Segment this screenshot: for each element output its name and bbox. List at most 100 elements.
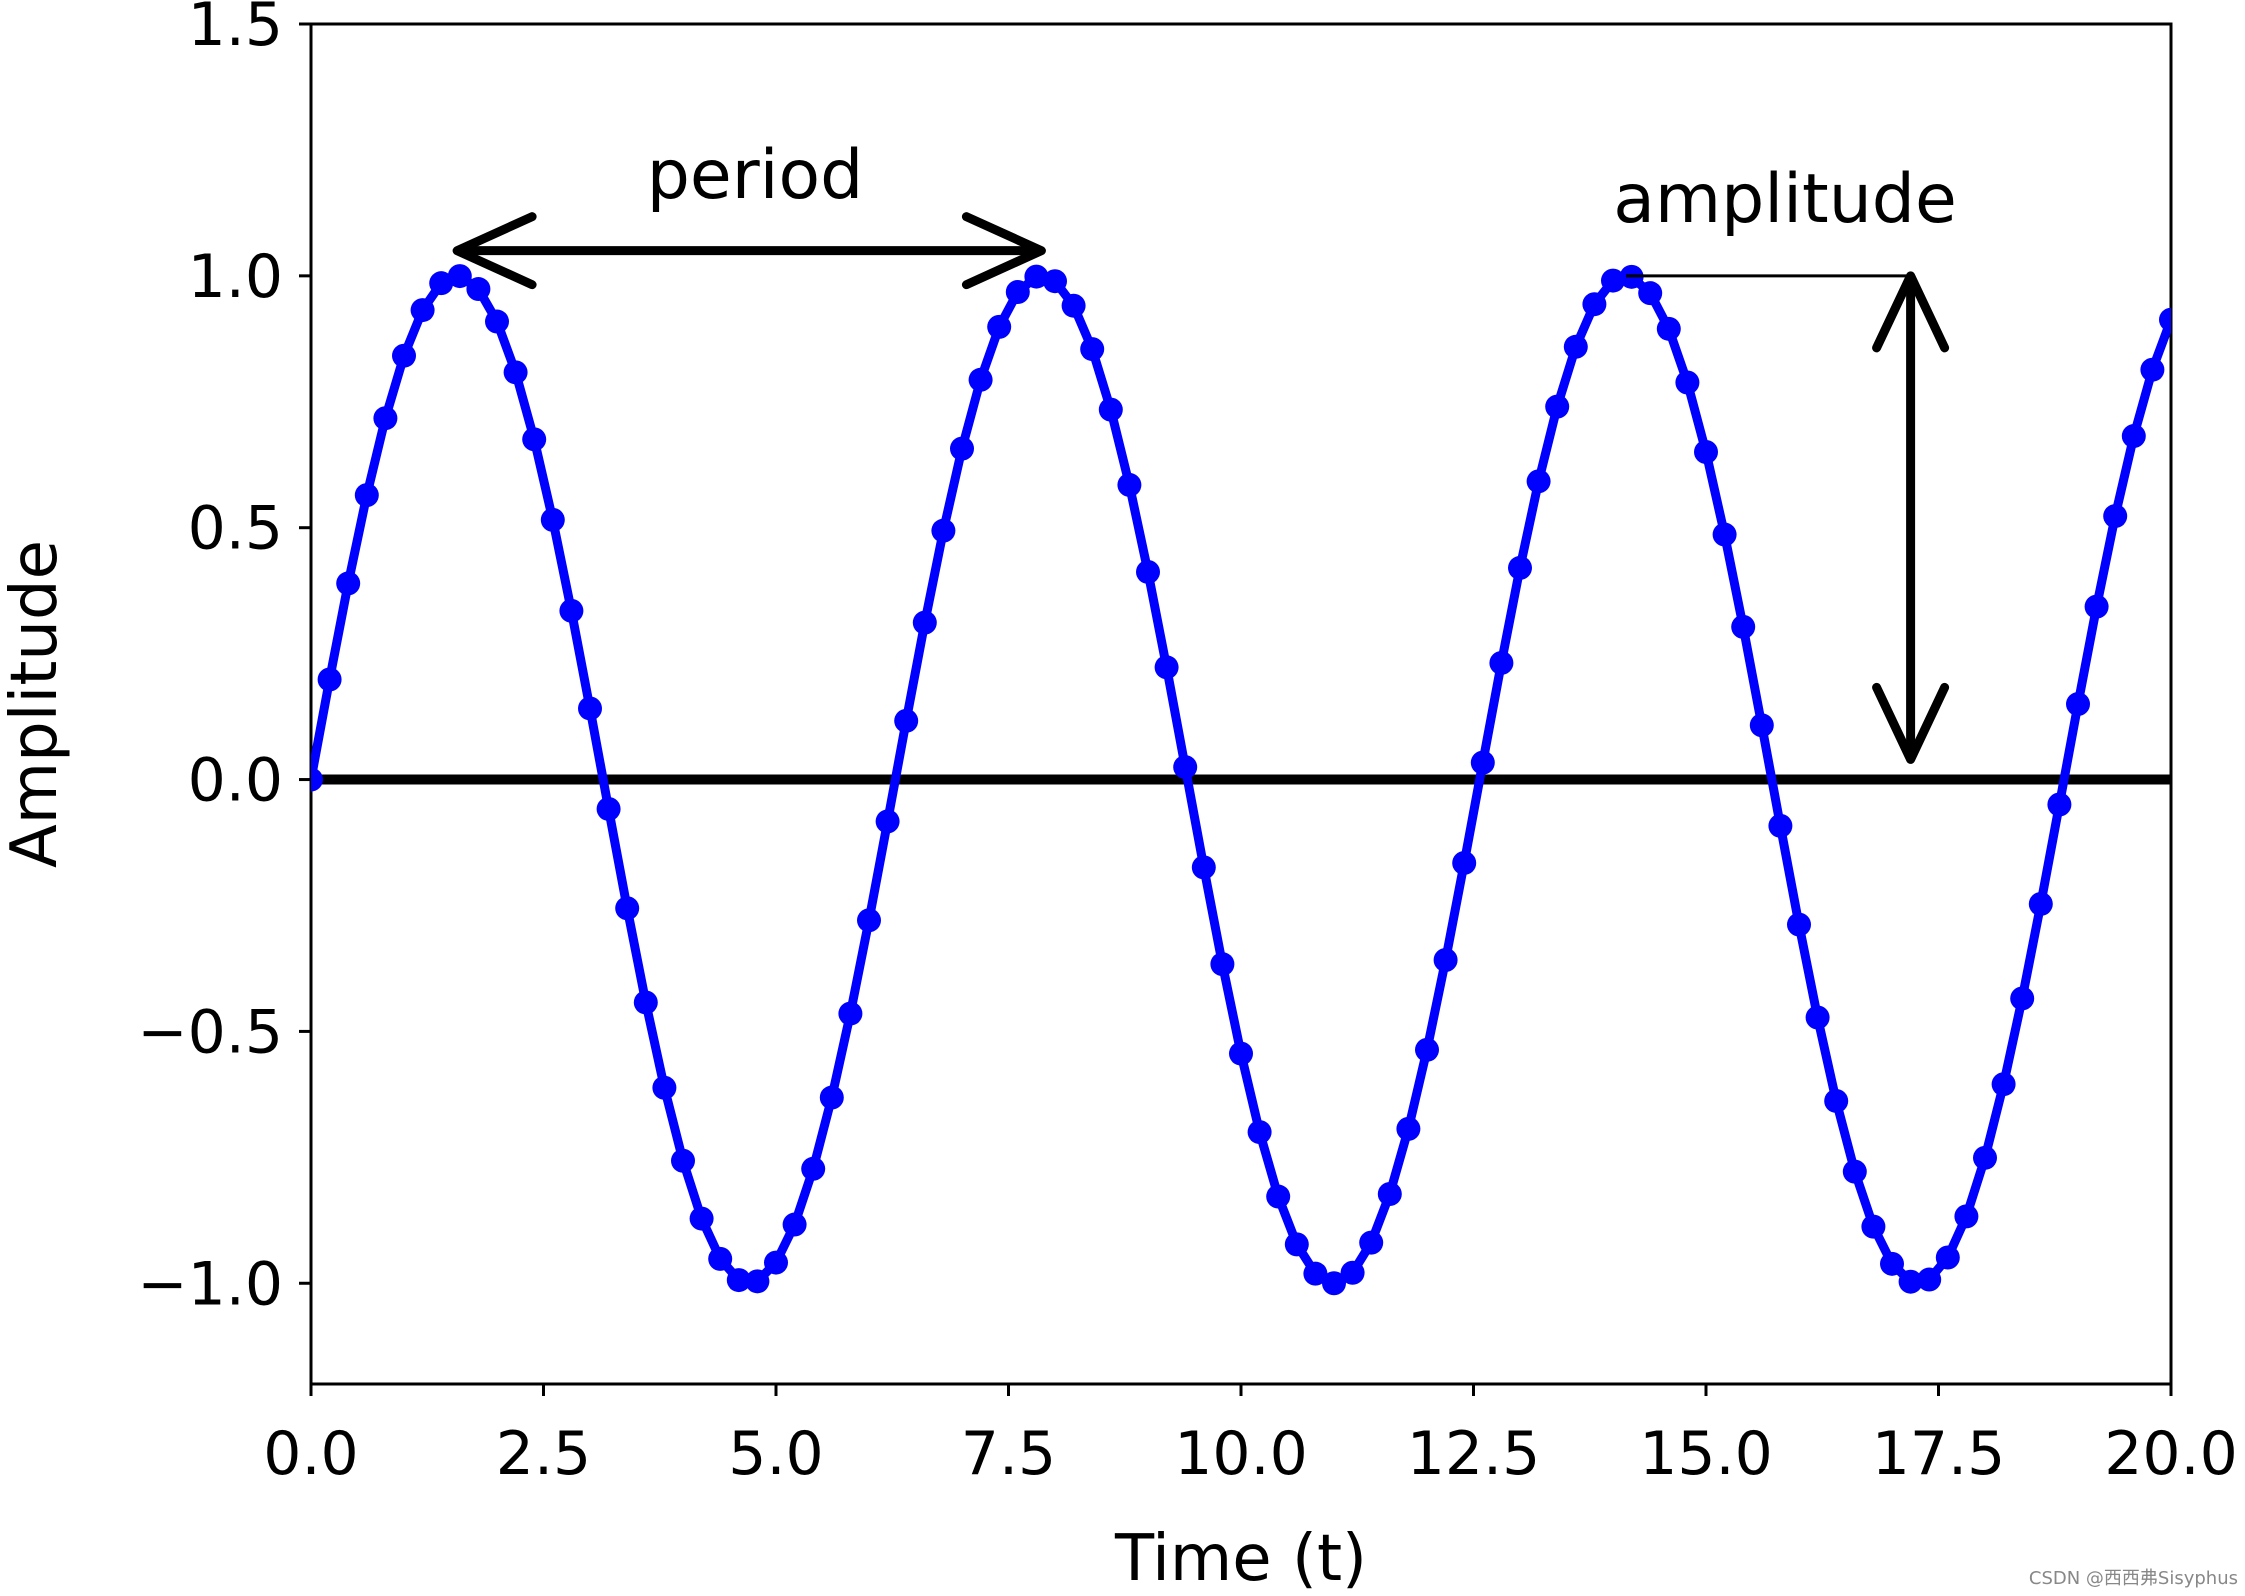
data-point [311, 767, 323, 792]
data-point [1470, 750, 1495, 775]
data-point [410, 298, 435, 323]
data-point [2103, 504, 2128, 529]
x-tick-label: 5.0 [728, 1419, 823, 1489]
data-point [1917, 1267, 1942, 1292]
data-point [1229, 1041, 1253, 1066]
data-point [1526, 469, 1551, 494]
data-point [1098, 397, 1123, 422]
data-point [912, 610, 937, 635]
data-point [466, 277, 491, 302]
data-point [987, 314, 1012, 339]
data-point [2047, 792, 2072, 817]
data-point [875, 809, 900, 834]
data-point [1656, 316, 1681, 341]
data-point [745, 1269, 770, 1294]
data-point [2121, 424, 2146, 449]
x-tick-label: 0.0 [263, 1419, 358, 1489]
data-point [1508, 555, 1532, 580]
data-point [1694, 440, 1718, 465]
data-point [1563, 334, 1588, 359]
data-point [373, 406, 398, 431]
period-arrow-right-head [961, 212, 1046, 290]
data-point [1935, 1245, 1960, 1270]
x-axis-label: Time (t) [1114, 1522, 1367, 1596]
data-point [1247, 1120, 1272, 1145]
data-point [689, 1206, 714, 1231]
data-point [615, 896, 640, 921]
data-point [1322, 1271, 1346, 1296]
data-point [2010, 986, 2035, 1011]
data-point [1731, 614, 1756, 639]
data-point [1805, 1005, 1830, 1030]
data-point [1452, 850, 1477, 875]
data-point [931, 518, 956, 543]
data-point [429, 271, 454, 296]
data-point [503, 360, 528, 385]
data-point [838, 1001, 863, 1026]
data-point [1340, 1260, 1365, 1285]
axis-ticks: 0.0 2.5 5.0 7.5 10.0 12.5 15.0 17.5 20.0 1.5 1.0 0.… [137, 0, 2238, 1489]
data-point [1266, 1184, 1291, 1209]
period-arrow-left-head [452, 212, 537, 290]
watermark: CSDN @西西弗Sisyphus [2029, 1568, 2238, 1589]
data-point [2066, 692, 2090, 717]
data-point [950, 436, 974, 461]
data-point [1024, 264, 1049, 289]
data-point [392, 343, 416, 368]
data-point [1433, 947, 1458, 972]
data-point [1005, 280, 1030, 305]
y-tick-label: 1.0 [188, 242, 283, 312]
data-point [1954, 1204, 1979, 1229]
data-point [652, 1075, 677, 1100]
data-point [1154, 655, 1179, 680]
data-point [559, 598, 584, 623]
data-point [317, 667, 342, 692]
data-point [633, 990, 658, 1015]
x-tick-label: 7.5 [961, 1419, 1056, 1489]
data-point [1173, 755, 1198, 780]
data-point [1601, 268, 1625, 293]
data-point [1787, 912, 1811, 937]
data-point [1303, 1261, 1328, 1286]
data-point [2159, 307, 2171, 332]
data-point [336, 571, 361, 596]
data-point [1061, 293, 1086, 318]
y-tick-label: −0.5 [137, 997, 283, 1067]
data-point [578, 696, 602, 721]
data-point [596, 796, 621, 821]
amplitude-arrow-bottom-head [1872, 682, 1950, 764]
y-tick-label: 0.0 [188, 746, 283, 816]
y-axis-label: Amplitude [0, 540, 72, 868]
data-point [1749, 713, 1774, 738]
data-point [764, 1250, 788, 1275]
x-tick-label: 20.0 [2104, 1419, 2238, 1489]
data-point [671, 1148, 695, 1173]
data-point [447, 264, 472, 289]
data-point [782, 1212, 807, 1237]
data-point [2140, 357, 2165, 382]
data-point [1191, 855, 1216, 880]
x-tick-label: 10.0 [1174, 1419, 1308, 1489]
data-point [1991, 1072, 2016, 1097]
data-point [2084, 594, 2109, 619]
data-point [857, 908, 881, 933]
data-point [1396, 1116, 1421, 1141]
data-point [1210, 952, 1235, 977]
data-point [1359, 1230, 1384, 1255]
y-tick-label: −1.0 [137, 1249, 283, 1319]
data-point [1824, 1088, 1849, 1113]
data-point [485, 309, 509, 334]
data-point [1080, 337, 1105, 362]
data-point [1415, 1037, 1439, 1062]
data-point [1768, 813, 1793, 838]
data-point [1043, 269, 1067, 294]
data-point [819, 1085, 844, 1110]
data-point [1880, 1251, 1904, 1276]
period-label: period [647, 136, 864, 215]
data-point [522, 427, 547, 452]
data-point [1712, 522, 1737, 547]
data-point [1861, 1214, 1886, 1239]
data-point [1489, 650, 1514, 675]
data-point [1842, 1159, 1867, 1184]
x-tick-label: 15.0 [1639, 1419, 1773, 1489]
